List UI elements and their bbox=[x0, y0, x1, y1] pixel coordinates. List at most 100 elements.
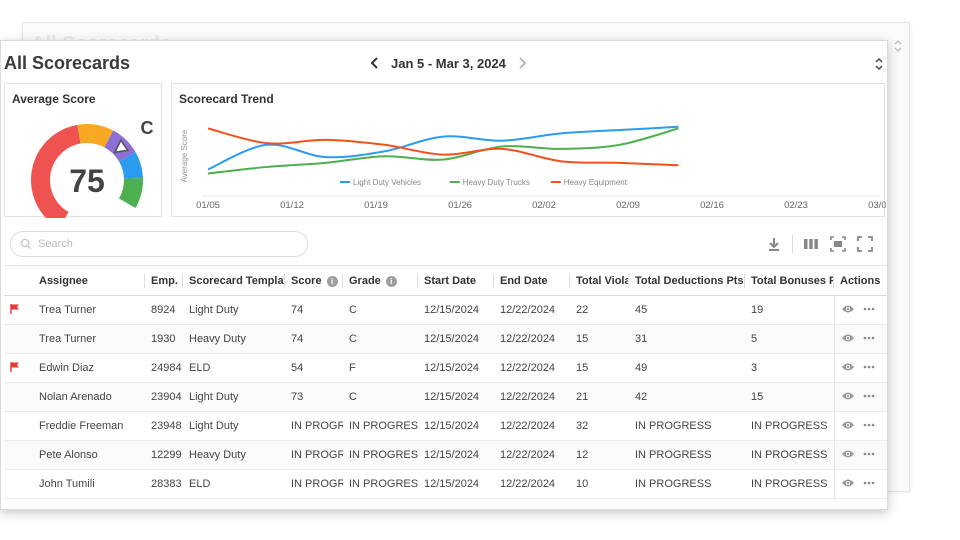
assignee-link[interactable]: Edwin Diaz bbox=[33, 353, 145, 383]
view-eye-icon[interactable] bbox=[841, 304, 855, 314]
grade-cell: C bbox=[343, 295, 418, 325]
column-header[interactable]: Grade i bbox=[343, 265, 418, 296]
column-header[interactable]: Assignee bbox=[33, 265, 145, 296]
more-options-icon[interactable] bbox=[863, 336, 875, 340]
flag-icon[interactable] bbox=[10, 303, 20, 314]
bonuses-cell: IN PROGRESS bbox=[745, 411, 834, 441]
more-options-icon[interactable] bbox=[863, 423, 875, 427]
columns-button[interactable] bbox=[802, 235, 820, 253]
table-row[interactable]: Trea Turner 1930 Heavy Duty 74 C 12/15/2024 12… bbox=[4, 324, 887, 354]
search-input[interactable] bbox=[38, 238, 278, 250]
actions-cell bbox=[833, 324, 887, 354]
view-eye-icon[interactable] bbox=[841, 391, 855, 401]
view-eye-icon[interactable] bbox=[841, 333, 855, 343]
info-icon[interactable]: i bbox=[326, 275, 338, 287]
assignee-link[interactable]: Pete Alonso bbox=[33, 440, 145, 470]
template-link[interactable]: Light Duty bbox=[183, 411, 285, 441]
next-range-button[interactable] bbox=[514, 55, 530, 71]
table-row[interactable]: Pete Alonso 12299 Heavy Duty IN PROGR IN PRO… bbox=[4, 440, 887, 470]
template-link[interactable]: Heavy Duty bbox=[183, 324, 285, 354]
chevron-left-icon bbox=[370, 57, 378, 69]
column-header[interactable]: Start Date bbox=[418, 265, 494, 296]
grade-cell: C bbox=[343, 382, 418, 412]
bonuses-cell: 5 bbox=[745, 324, 834, 354]
column-header bbox=[4, 265, 33, 296]
emp-cell: 8924 bbox=[145, 295, 183, 325]
assignee-link[interactable]: Nolan Arenado bbox=[33, 382, 145, 412]
column-divider bbox=[569, 274, 570, 288]
scorecards-table: Assignee Emp. Scorecard Templat Score i Grade… bbox=[4, 265, 887, 499]
template-link[interactable]: Light Duty bbox=[183, 295, 285, 325]
score-cell: IN PROGR bbox=[285, 440, 343, 470]
column-header-label: Total Deductions Pts. bbox=[635, 274, 745, 287]
column-divider bbox=[417, 274, 418, 288]
fullscreen-button[interactable] bbox=[856, 235, 874, 253]
deductions-cell: 49 bbox=[629, 353, 745, 383]
column-header[interactable]: Total Viola bbox=[570, 265, 629, 296]
scorecard-trend-card: Scorecard Trend Average Score 01/05 01/12 0… bbox=[171, 83, 886, 217]
updown-chevron-icon[interactable] bbox=[873, 56, 885, 72]
assignee-link[interactable]: Freddie Freeman bbox=[33, 411, 145, 441]
actions-cell bbox=[833, 295, 887, 325]
grade-cell: C bbox=[343, 324, 418, 354]
density-button[interactable] bbox=[829, 235, 847, 253]
view-eye-icon[interactable] bbox=[841, 449, 855, 459]
legend-label: Heavy Duty Trucks bbox=[463, 178, 530, 187]
column-header[interactable]: Total Bonuses P bbox=[745, 265, 834, 296]
column-header[interactable]: Score i bbox=[285, 265, 343, 296]
download-button[interactable] bbox=[765, 235, 783, 253]
column-divider bbox=[493, 274, 494, 288]
table-row[interactable]: Edwin Diaz 24984 ELD 54 F 12/15/2024 12/22/202… bbox=[4, 353, 887, 383]
info-icon[interactable]: i bbox=[385, 275, 397, 287]
flag-cell bbox=[4, 353, 33, 383]
trend-series-line bbox=[207, 127, 679, 167]
assignee-link[interactable]: Trea Turner bbox=[33, 295, 145, 325]
template-link[interactable]: ELD bbox=[183, 353, 285, 383]
start-date-cell: 12/15/2024 bbox=[418, 440, 494, 470]
flag-icon[interactable] bbox=[10, 361, 20, 372]
prev-range-button[interactable] bbox=[367, 55, 383, 71]
deductions-cell: IN PROGRESS bbox=[629, 411, 745, 441]
bonuses-cell: 3 bbox=[745, 353, 834, 383]
view-eye-icon[interactable] bbox=[841, 420, 855, 430]
bonuses-cell: 19 bbox=[745, 295, 834, 325]
view-eye-icon[interactable] bbox=[841, 478, 855, 488]
actions-cell bbox=[833, 382, 887, 412]
column-header[interactable]: Emp. bbox=[145, 265, 183, 296]
assignee-link[interactable]: John Tumili bbox=[33, 469, 145, 499]
score-cell[interactable]: 74 bbox=[285, 295, 343, 325]
more-options-icon[interactable] bbox=[863, 307, 875, 311]
actions-cell bbox=[833, 469, 887, 499]
legend-label: Light Duty Vehicles bbox=[353, 178, 421, 187]
more-options-icon[interactable] bbox=[863, 452, 875, 456]
column-header[interactable]: End Date bbox=[494, 265, 570, 296]
table-row[interactable]: John Tumili 28383 ELD IN PROGR IN PROGRESS 12… bbox=[4, 469, 887, 499]
emp-cell: 12299 bbox=[145, 440, 183, 470]
flag-cell bbox=[4, 440, 33, 470]
flag-cell bbox=[4, 469, 33, 499]
column-header-label: Assignee bbox=[39, 274, 88, 287]
more-options-icon[interactable] bbox=[863, 481, 875, 485]
flag-cell bbox=[4, 382, 33, 412]
template-link[interactable]: Heavy Duty bbox=[183, 440, 285, 470]
more-options-icon[interactable] bbox=[863, 365, 875, 369]
score-cell: 74 bbox=[285, 324, 343, 354]
search-box[interactable] bbox=[10, 231, 308, 257]
column-header[interactable]: Total Deductions Pts. bbox=[629, 265, 745, 296]
score-cell: IN PROGR bbox=[285, 469, 343, 499]
column-divider bbox=[182, 274, 183, 288]
table-row[interactable]: Nolan Arenado 23904 Light Duty 73 C 12/15/202… bbox=[4, 382, 887, 412]
table-row[interactable]: Trea Turner 8924 Light Duty 74 C 12/15/2024 12… bbox=[4, 295, 887, 325]
view-eye-icon[interactable] bbox=[841, 362, 855, 372]
end-date-cell: 12/22/2024 bbox=[494, 469, 570, 499]
more-options-icon[interactable] bbox=[863, 394, 875, 398]
actions-cell bbox=[833, 440, 887, 470]
assignee-link[interactable]: Trea Turner bbox=[33, 324, 145, 354]
column-header[interactable]: Actions bbox=[834, 265, 887, 296]
table-row[interactable]: Freddie Freeman 23948 Light Duty IN PROGR IN… bbox=[4, 411, 887, 441]
column-header[interactable]: Scorecard Templat bbox=[183, 265, 285, 296]
template-link[interactable]: Light Duty bbox=[183, 382, 285, 412]
template-link[interactable]: ELD bbox=[183, 469, 285, 499]
score-gauge: 75 C bbox=[31, 118, 154, 218]
trend-chart: Average Score 01/05 01/12 01/19 01/26 02/02 02… bbox=[180, 125, 886, 211]
